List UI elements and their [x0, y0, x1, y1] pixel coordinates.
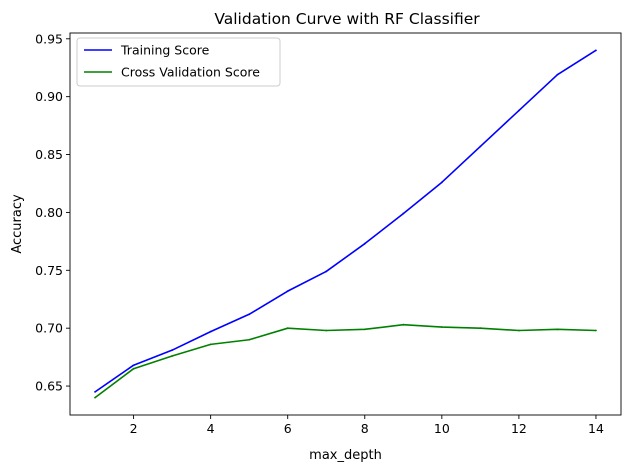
data-point-s2-8 [363, 328, 366, 331]
series-line-1 [94, 49, 597, 393]
series-line-2 [94, 323, 596, 399]
data-point-s2-2 [132, 367, 135, 370]
data-point-s2-4 [209, 343, 212, 346]
chart-title: Validation Curve with RF Classifier [214, 10, 480, 28]
data-point-s1-6 [286, 290, 289, 293]
data-point-s2-6 [286, 327, 289, 330]
data-point-s2-11 [479, 327, 482, 330]
data-point-s2-12 [517, 329, 520, 332]
plot-frame [69, 32, 622, 416]
data-point-s2-9 [402, 323, 405, 326]
data-point-s2-1 [94, 396, 96, 399]
legend-label-1: Training Score [120, 43, 210, 58]
data-point-s1-8 [363, 242, 366, 245]
legend-label-2: Cross Validation Score [121, 65, 260, 80]
y-tick-label: 0.65 [35, 379, 63, 394]
y-tick-label: 0.95 [35, 31, 63, 46]
data-point-s2-7 [325, 329, 328, 332]
y-tick-label: 0.75 [35, 263, 63, 278]
data-point-s1-12 [517, 109, 520, 112]
x-tick-label: 4 [207, 421, 215, 436]
data-point-s1-9 [402, 212, 405, 215]
y-tick-label: 0.85 [35, 147, 63, 162]
y-axis-title: Accuracy [10, 194, 25, 254]
legend: Training Score Cross Validation Score [76, 37, 281, 87]
x-tick-label: 6 [284, 421, 292, 436]
x-tick-label: 14 [588, 421, 604, 436]
data-point-s1-11 [479, 145, 482, 148]
data-point-s1-5 [248, 313, 251, 316]
data-point-s1-7 [325, 270, 328, 273]
data-point-s2-10 [440, 326, 443, 328]
legend-box [76, 37, 281, 87]
data-point-s2-14 [595, 329, 597, 332]
x-tick-label: 10 [434, 421, 450, 436]
data-point-s2-13 [556, 328, 559, 331]
x-tick-label: 8 [361, 421, 369, 436]
data-point-s1-10 [440, 181, 443, 184]
y-tick-label: 0.70 [35, 321, 63, 336]
x-axis-title: max_depth [309, 448, 382, 463]
data-point-s2-3 [171, 355, 174, 357]
x-tick-label: 12 [511, 421, 527, 436]
data-point-s1-3 [171, 349, 174, 352]
x-tick-label: 2 [130, 421, 138, 436]
data-point-s1-2 [132, 364, 135, 367]
data-point-s1-14 [595, 49, 597, 52]
data-point-s1-1 [94, 390, 96, 393]
data-point-s1-4 [209, 330, 212, 333]
y-tick-label: 0.90 [35, 89, 63, 104]
y-tick-label: 0.80 [35, 205, 63, 220]
data-point-s2-5 [248, 338, 251, 341]
data-point-s1-13 [556, 73, 559, 76]
